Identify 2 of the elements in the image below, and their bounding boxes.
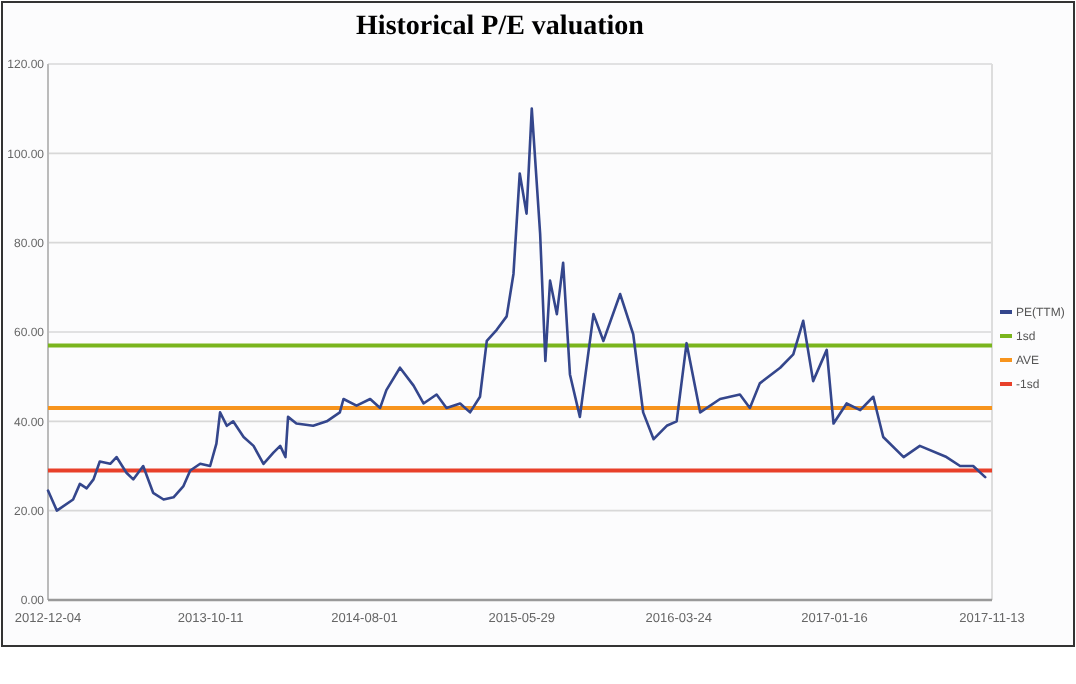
line-series [46,107,987,512]
chart-title: Historical P/E valuation [356,12,645,42]
